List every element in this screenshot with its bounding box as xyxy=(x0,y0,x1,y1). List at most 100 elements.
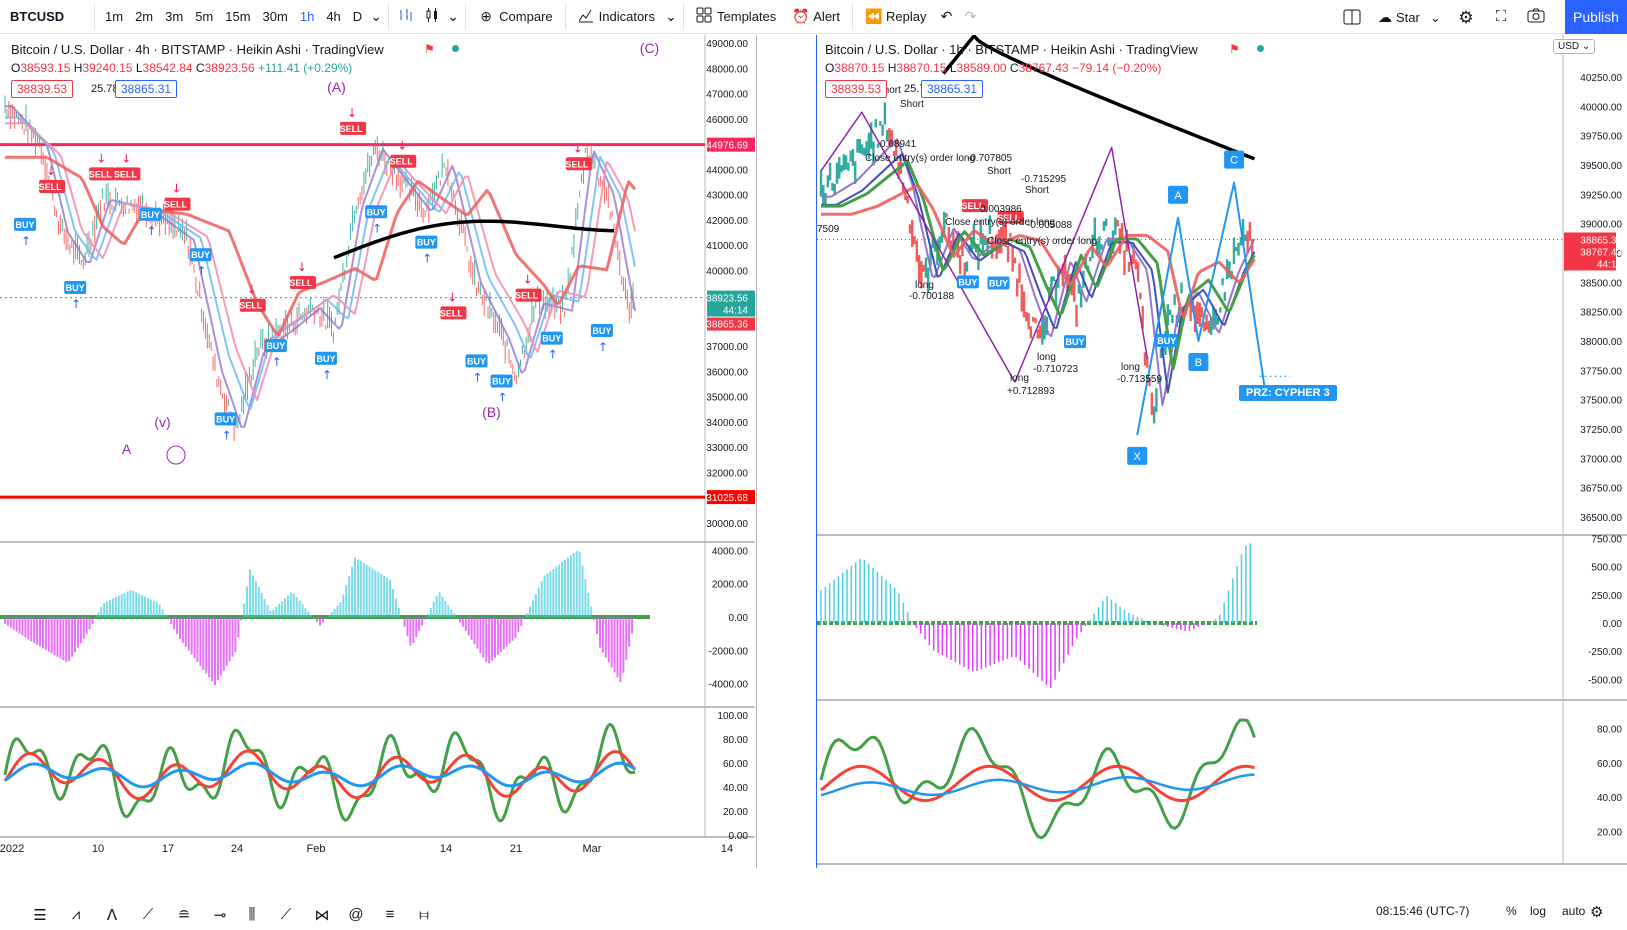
left-chart-canvas[interactable]: 49000.0048000.0047000.0046000.0045000.00… xyxy=(0,35,756,872)
candle xyxy=(965,261,969,272)
indicators-label: Indicators xyxy=(598,9,656,24)
osc1-axis-label: 2000.00 xyxy=(712,580,749,591)
bottom-toolbar: 08:15:46 (UTC-7) % log auto ⚙ xyxy=(0,868,1627,930)
templates-button[interactable]: Templates xyxy=(688,7,784,26)
price-axis-label: 34000.00 xyxy=(706,418,748,429)
price-axis-label: 40000.00 xyxy=(706,266,748,277)
osc1-axis-label: 0.00 xyxy=(1603,619,1623,630)
signal-arrow-icon: ↓ xyxy=(347,106,357,120)
price-axis-label: 43000.00 xyxy=(706,191,748,202)
ma-pink xyxy=(5,122,636,402)
candle-chart-icon[interactable] xyxy=(419,7,445,26)
candle xyxy=(1139,292,1142,300)
signal-marker xyxy=(956,275,979,289)
signal-arrow-icon: ↑ xyxy=(272,355,282,369)
pattern-point-label: X xyxy=(1134,451,1142,463)
interval-1h[interactable]: 1h xyxy=(299,9,315,24)
candle xyxy=(1171,314,1174,324)
candle xyxy=(833,184,836,196)
undo-icon[interactable]: ↶ xyxy=(940,8,953,24)
chevron-down-icon[interactable]: ⌄ xyxy=(447,8,460,24)
fullscreen-icon[interactable]: ⛶ xyxy=(1495,8,1507,25)
candle xyxy=(1241,218,1245,246)
interval-3m[interactable]: 3m xyxy=(165,9,184,24)
bar-chart-type-icon[interactable] xyxy=(393,7,419,26)
bar-chart-type-icon xyxy=(400,9,412,21)
ray-icon[interactable]: ⟋ xyxy=(280,906,292,923)
red-flag-icon[interactable]: ⚑ xyxy=(1229,42,1240,56)
indicators-button[interactable]: Indicators xyxy=(570,7,663,26)
interval-5m[interactable]: 5m xyxy=(195,9,214,24)
candle xyxy=(1054,279,1058,307)
left-chart[interactable]: 49000.0048000.0047000.0046000.0045000.00… xyxy=(0,35,757,872)
percent-toggle[interactable]: % xyxy=(1506,904,1517,918)
compare-button[interactable]: ⊕ Compare xyxy=(470,8,560,25)
interval-1m[interactable]: 1m xyxy=(105,9,124,24)
interval-4h[interactable]: 4h xyxy=(326,9,341,24)
sliders-icon[interactable]: ⧦ xyxy=(419,906,429,923)
signal-arrow-icon: ↑ xyxy=(146,224,156,238)
replay-button[interactable]: ⏪ Replay xyxy=(857,8,934,25)
horizontal-line-icon[interactable]: ⊸ xyxy=(213,907,227,924)
candle xyxy=(1036,329,1039,339)
wave-count-icon[interactable]: ᐱ xyxy=(106,907,118,924)
elliott-wave-icon[interactable]: ⩘ xyxy=(71,906,81,923)
candle xyxy=(1136,262,1140,282)
ma-red xyxy=(821,184,1256,319)
currency-selector[interactable]: USD ⌄ xyxy=(1553,39,1596,54)
symbol-search[interactable]: BTCUSD xyxy=(10,9,65,24)
candle xyxy=(1009,232,1012,238)
interval-30m[interactable]: 30m xyxy=(262,9,288,24)
pattern-point-label: C xyxy=(1230,155,1238,167)
red-flag-icon[interactable]: ⚑ xyxy=(424,42,435,56)
divider xyxy=(683,3,685,30)
currency-label: USD xyxy=(1558,41,1580,52)
gear-icon[interactable]: ⚙ xyxy=(1590,904,1604,921)
ohlc-high: 38870.15 xyxy=(896,61,947,75)
candle xyxy=(938,236,941,249)
alert-button[interactable]: ⏰ Alert xyxy=(784,8,848,25)
spiral-icon[interactable]: @ xyxy=(348,906,364,923)
right-chart[interactable]: 40250.00 40000.00 39750.00 39500.00 39250.00… xyxy=(816,35,1627,872)
trend-line-icon[interactable]: ⟋ xyxy=(142,906,154,923)
bid-box[interactable]: 38839.53 xyxy=(825,80,888,98)
interval-D[interactable]: D xyxy=(352,9,363,24)
menu-icon[interactable]: ☰ xyxy=(33,907,47,924)
strategy-note: 0.003986 xyxy=(980,204,1022,215)
ask-box[interactable]: 38865.31 xyxy=(921,80,984,98)
publish-button[interactable]: Publish xyxy=(1565,0,1627,34)
gear-icon[interactable]: ⚙ xyxy=(1458,8,1474,27)
price-axis-label: 37250.00 xyxy=(1580,425,1622,436)
strategy-note: Close entry(s) order long xyxy=(865,153,975,164)
last-price-label: 38865.36 xyxy=(1580,235,1622,246)
chevron-down-icon[interactable]: ⌄ xyxy=(370,8,383,24)
bid-box[interactable]: 38839.53 xyxy=(11,80,74,98)
chevron-down-icon[interactable]: ⌄ xyxy=(665,8,677,24)
log-toggle[interactable]: log xyxy=(1530,904,1547,918)
signal-label: SELL xyxy=(39,182,63,192)
signal-label: SELL xyxy=(390,157,414,167)
fib-icon[interactable]: ≘ xyxy=(177,907,191,924)
signal-marker xyxy=(289,276,316,289)
redo-icon[interactable]: ↷ xyxy=(964,8,977,24)
auto-toggle[interactable]: auto xyxy=(1562,904,1586,918)
price-axis-label: 41000.00 xyxy=(706,241,748,252)
levels-icon[interactable]: ≡ xyxy=(385,906,395,923)
pattern-icon[interactable]: ⋈ xyxy=(314,907,330,924)
interval-15m[interactable]: 15m xyxy=(225,9,251,24)
vertical-lines-icon[interactable]: ⫼ xyxy=(248,906,256,923)
price-axis-label: 48000.00 xyxy=(706,64,748,75)
osc1-axis-label: 250.00 xyxy=(1591,591,1622,602)
second-price-tag xyxy=(707,317,755,331)
star-button[interactable]: ☁ Star ⌄ xyxy=(1378,9,1441,26)
right-chart-canvas[interactable]: 40250.00 40000.00 39750.00 39500.00 39250.00… xyxy=(817,35,1627,872)
clock-readout[interactable]: 08:15:46 (UTC-7) xyxy=(1376,904,1470,918)
interval-2m[interactable]: 2m xyxy=(135,9,154,24)
candle xyxy=(1237,242,1240,256)
signal-label: SELL xyxy=(89,169,113,179)
ask-box[interactable]: 38865.31 xyxy=(115,80,178,98)
layout-icon[interactable] xyxy=(1343,8,1361,29)
signal-label: BUY xyxy=(141,210,160,220)
camera-icon[interactable] xyxy=(1527,7,1545,28)
candle xyxy=(1152,406,1156,424)
